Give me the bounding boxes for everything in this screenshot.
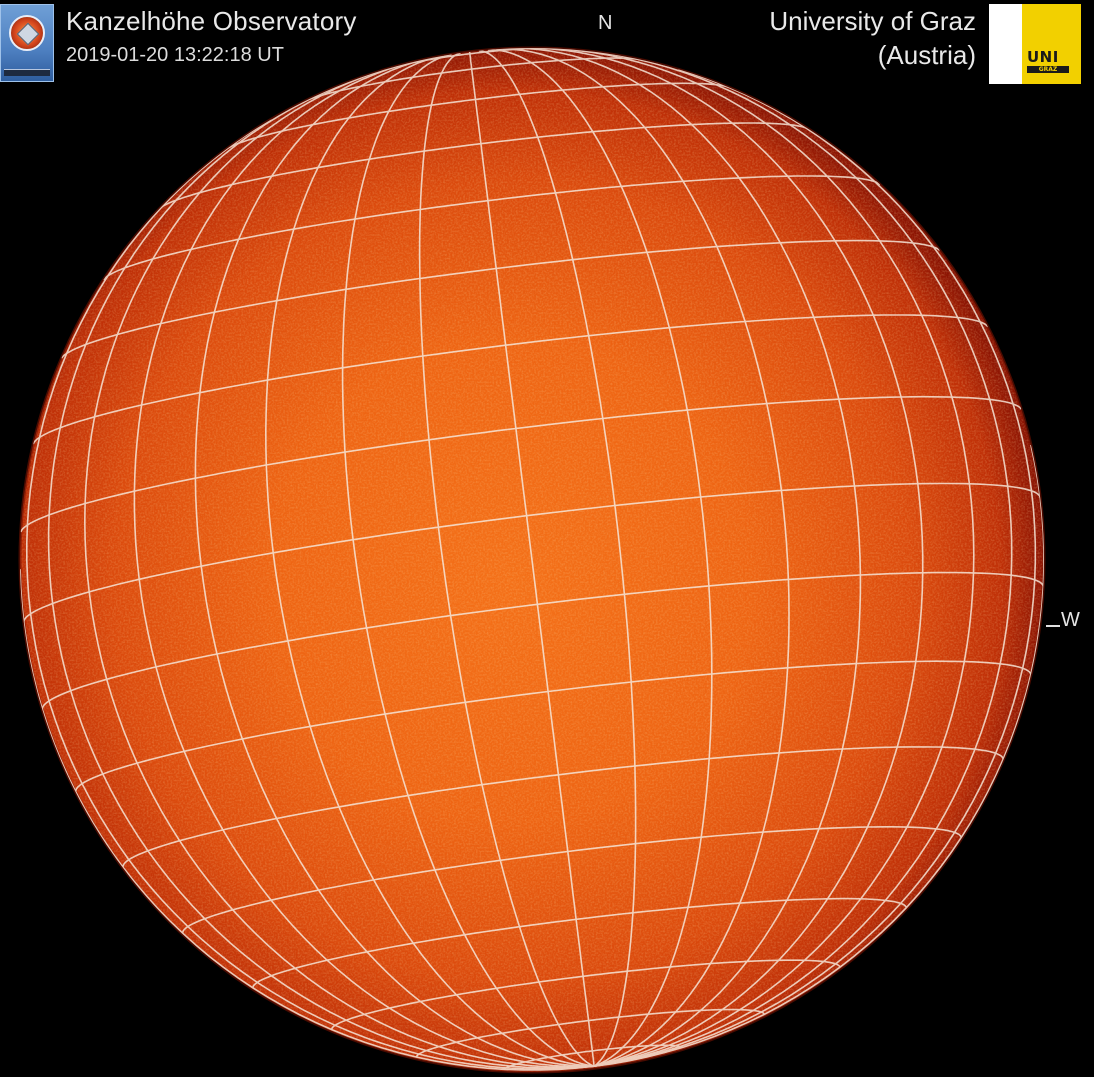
longitude-line [478,50,637,1067]
longitude-line [264,55,595,1067]
uni-logo-text: UNI [1027,48,1059,66]
longitude-line [503,48,862,1067]
heliographic-grid [20,48,1044,1071]
university-name: University of Graz [769,6,976,36]
longitude-line [594,444,1044,1067]
longitude-line [468,51,595,1067]
university-of-graz-logo: UNI GRAZ [989,4,1081,84]
longitude-line [47,78,595,1069]
longitude-line [194,56,595,1067]
uni-logo-subtext: GRAZ [1027,66,1069,73]
west-direction-label: W [1061,609,1080,631]
observatory-emblem-icon [9,15,45,51]
longitude-line [20,569,595,1071]
longitude-line [133,60,595,1068]
observatory-name: Kanzelhöhe Observatory [66,6,357,36]
longitude-line [594,68,1037,1067]
longitude-line [341,53,595,1067]
longitude-line [83,66,595,1069]
longitude-line [546,48,975,1067]
university-country: (Austria) [877,40,976,70]
longitude-line [26,118,595,1070]
longitude-line [586,50,1013,1067]
west-marker-tick [1046,625,1060,627]
longitude-line [524,48,924,1067]
longitude-line [418,52,595,1067]
longitude-line [487,49,713,1067]
kanzelhoehe-observatory-logo [0,4,54,82]
north-direction-label: N [598,12,613,34]
observation-timestamp: 2019-01-20 13:22:18 UT [66,44,284,66]
longitude-line [496,48,790,1067]
